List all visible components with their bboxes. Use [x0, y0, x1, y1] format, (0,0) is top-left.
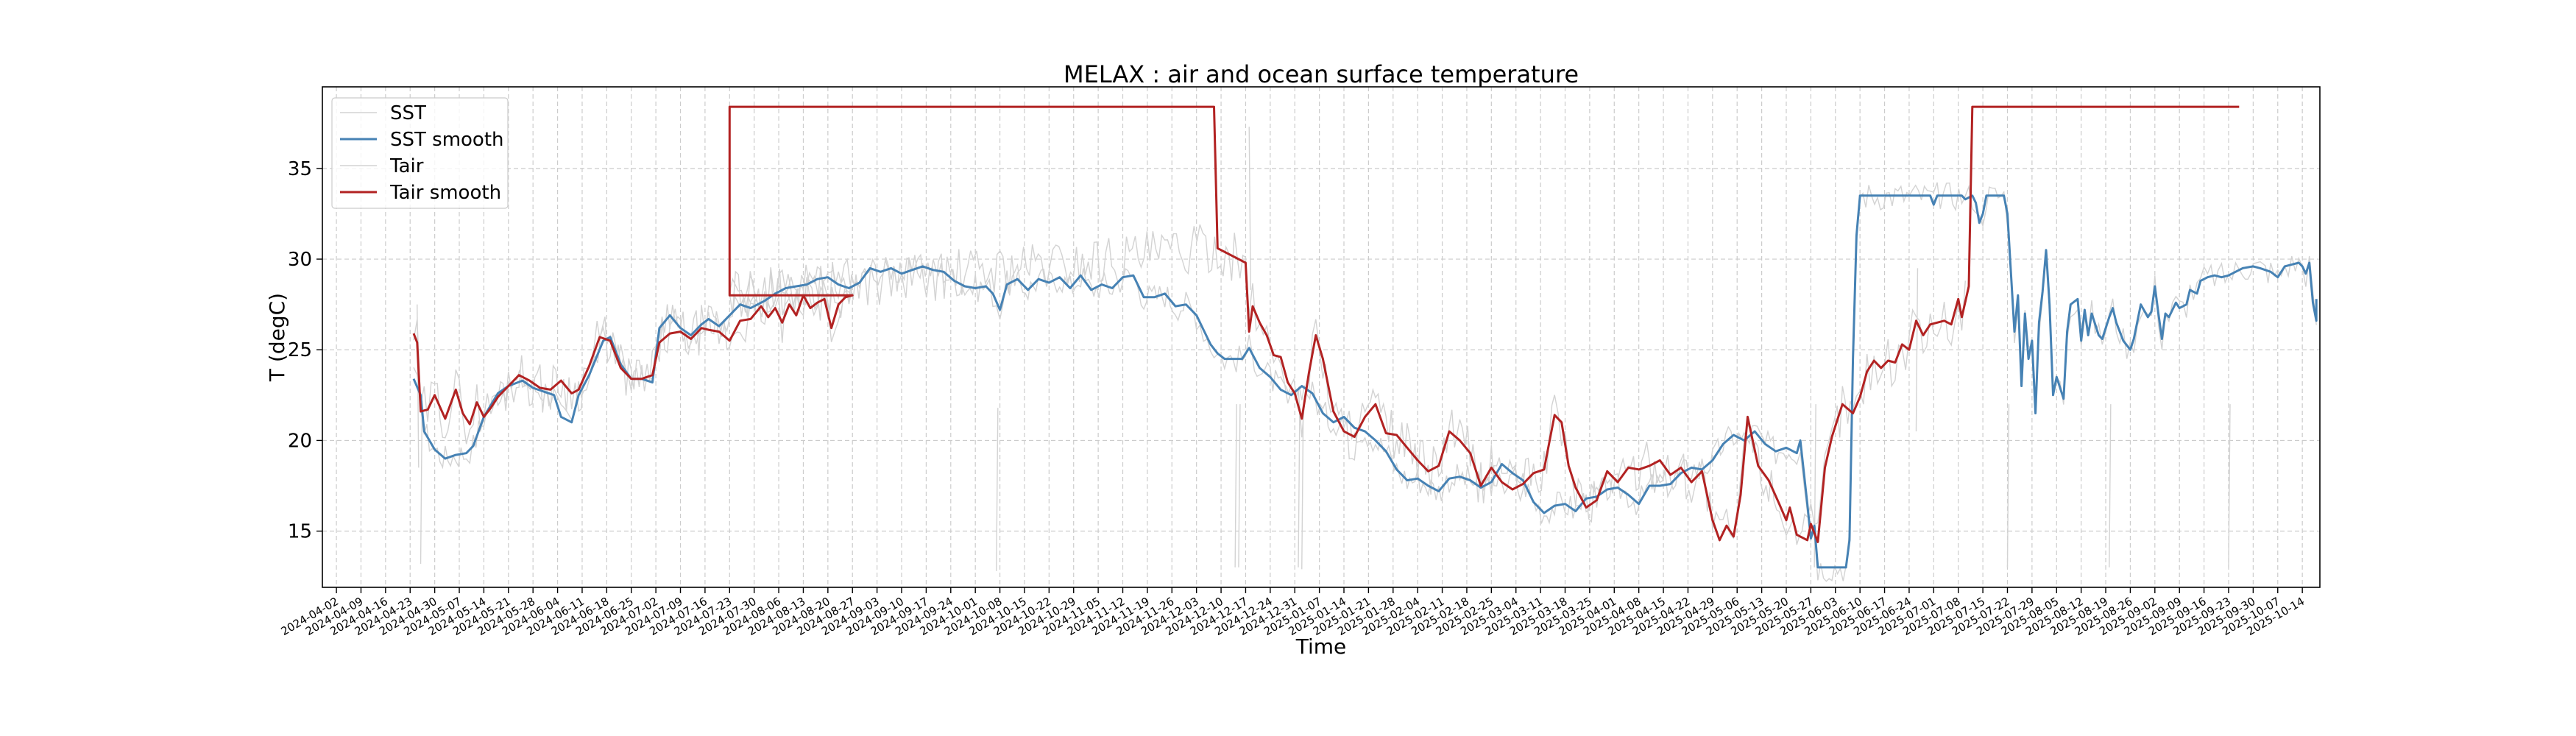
sst-raw-line-spike	[1248, 127, 1251, 290]
y-tick-label: 30	[288, 249, 312, 271]
y-axis: 15 20 25 30 35	[288, 158, 322, 543]
y-tick-label: 15	[288, 521, 312, 543]
legend-label-tair-smooth: Tair smooth	[389, 182, 501, 204]
tair-raw-line-spike	[1301, 406, 1304, 570]
legend-label-tair: Tair	[389, 155, 424, 177]
tair-raw-line	[413, 224, 1966, 545]
y-axis-title: T (degC)	[265, 293, 289, 382]
tair-raw-line-spike	[1234, 404, 1237, 567]
raw-series-layer	[413, 127, 2317, 582]
axes-frame	[322, 86, 2321, 588]
y-tick-label: 35	[288, 158, 312, 180]
sst-raw-line	[413, 182, 2317, 582]
sst-smooth-line	[412, 194, 2318, 569]
legend-label-sst: SST	[390, 102, 426, 124]
sst-raw-line-spike	[2006, 404, 2010, 567]
y-tick-label: 25	[288, 339, 312, 361]
y-tick-label: 20	[288, 430, 312, 452]
tair-raw-line-spike	[1298, 404, 1301, 567]
legend: SST SST smooth Tair Tair smooth	[331, 97, 509, 209]
grid	[322, 87, 2320, 587]
sst-raw-line-spike	[420, 400, 423, 564]
x-axis: 2024-04-022024-04-092024-04-162024-04-23…	[279, 587, 2307, 638]
chart-title: MELAX : air and ocean surface temperatur…	[1064, 60, 1579, 88]
legend-label-sst-smooth: SST smooth	[390, 129, 504, 151]
sst-raw-line-spike	[2109, 404, 2112, 567]
smooth-series-layer	[412, 105, 2318, 569]
x-axis-title: Time	[1295, 634, 1347, 659]
sst-raw-line-spike	[1238, 404, 1241, 567]
tair-smooth-line	[412, 105, 2240, 543]
sst-raw-line-spike	[996, 408, 999, 571]
tair-raw-line-spike	[1915, 268, 1919, 432]
legend-box	[331, 97, 509, 209]
sst-raw-line-spike	[2228, 404, 2231, 567]
